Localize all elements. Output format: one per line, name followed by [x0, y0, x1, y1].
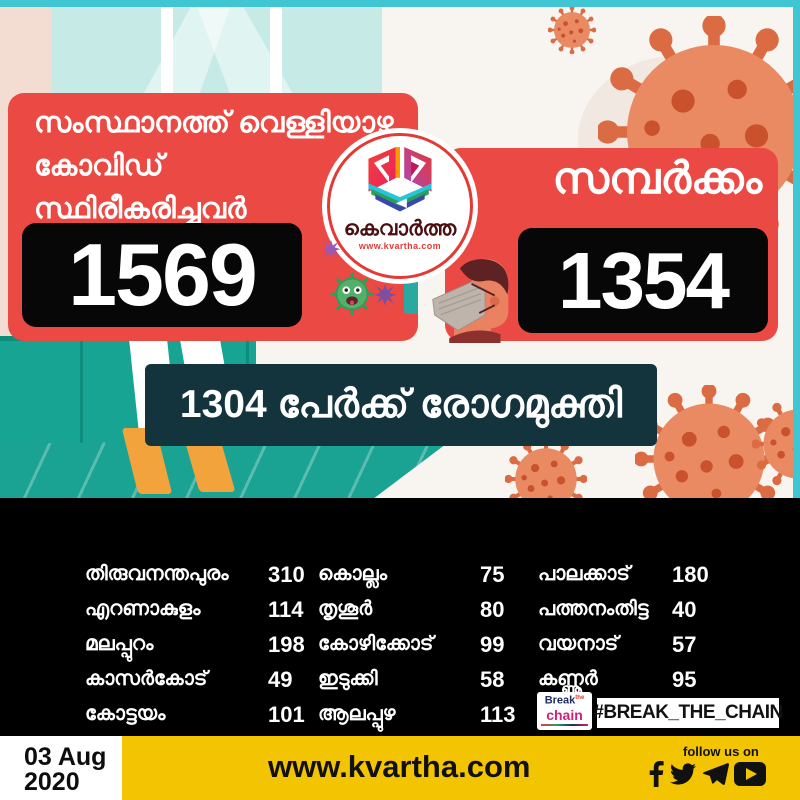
- district-row: മലപ്പുറം 198: [85, 627, 337, 662]
- district-name: മലപ്പുറം: [85, 633, 154, 655]
- frame-top: [0, 0, 800, 7]
- badge-word-the: the: [575, 695, 585, 701]
- badge-word-chain: chain: [546, 706, 583, 723]
- frame-right: [793, 0, 800, 498]
- badge-word-break: Break: [544, 694, 576, 707]
- district-value: 198: [268, 631, 305, 657]
- cartoon-virus-green-icon: [330, 272, 374, 316]
- district-value: 80: [480, 596, 505, 622]
- district-row: കൊല്ലം 75: [318, 557, 549, 592]
- district-name: തിരുവനന്തപുരം: [85, 563, 229, 585]
- district-row: കണ്ണൂർ 95: [538, 662, 741, 697]
- district-value: 40: [672, 596, 697, 622]
- district-row: കാസർകോട് 49: [85, 662, 337, 697]
- recovered-banner: 1304 പേർക്ക് രോഗമുക്തി: [145, 364, 657, 446]
- district-column-3: പാലക്കാട് 180 പത്തനംതിട്ട 40 വയനാട് 57 കണ്ണ…: [538, 557, 741, 697]
- date-box: 03 Aug 2020: [0, 736, 122, 800]
- district-name: പത്തനംതിട്ട: [538, 598, 649, 620]
- footer-bar: 03 Aug 2020 www.kvartha.com follow us on: [0, 736, 800, 800]
- contact-panel: സമ്പർക്കം 1354: [432, 148, 778, 343]
- district-name: കാസർകോട്: [85, 668, 208, 690]
- district-row: വയനാട് 57: [538, 627, 741, 662]
- badge-color-bar: [541, 723, 588, 726]
- district-value: 49: [268, 666, 293, 692]
- headline-line1: സംസ്ഥാനത്ത് വെള്ളിയാഴ്ച: [34, 107, 394, 139]
- district-name: പാലക്കാട്: [538, 563, 630, 585]
- headline-line3: സ്ഥിരീകരിച്ചവർ: [34, 193, 247, 225]
- contact-count: 1354: [518, 228, 768, 333]
- telegram-icon[interactable]: [702, 761, 730, 787]
- district-value: 95: [672, 666, 697, 692]
- district-name: കോഴിക്കോട്: [318, 633, 434, 655]
- pole-illustration: [404, 268, 418, 314]
- district-value: 310: [268, 561, 305, 587]
- district-value: 58: [480, 666, 505, 692]
- confirmed-headline: സംസ്ഥാനത്ത് വെള്ളിയാഴ്ച കോവിഡ് സ്ഥിരീകരി…: [8, 93, 418, 231]
- district-column-2: കൊല്ലം 75 തൃശൂർ 80 കോഴിക്കോട് 99 ഇടുക്കി 58 …: [318, 557, 549, 732]
- district-name: ഇടുക്കി: [318, 668, 378, 690]
- district-row: എറണാകുളം 114: [85, 592, 337, 627]
- district-name: വയനാട്: [538, 633, 619, 655]
- masked-man-icon: [432, 258, 509, 343]
- coronavirus-icon: [548, 6, 596, 54]
- district-name: ആലപ്പുഴ: [318, 703, 396, 725]
- district-name: തൃശൂർ: [318, 598, 373, 620]
- district-row: കോട്ടയം 101: [85, 697, 337, 732]
- district-name: എറണാകുളം: [85, 598, 201, 620]
- headline-line2: കോവിഡ്: [34, 150, 164, 182]
- district-row: തിരുവനന്തപുരം 310: [85, 557, 337, 592]
- district-value: 75: [480, 561, 505, 587]
- district-stats-panel: തിരുവനന്തപുരം 310 എറണാകുളം 114 മലപ്പുറം 198…: [0, 498, 800, 736]
- date-line1: 03 Aug: [24, 743, 107, 771]
- logo-site: www.kvartha.com: [358, 241, 442, 251]
- district-row: ഇടുക്കി 58: [318, 662, 549, 697]
- break-the-chain-hashtag: #BREAK_THE_CHAIN: [593, 698, 783, 728]
- district-row: പാലക്കാട് 180: [538, 557, 741, 592]
- kvartha-cube-icon: [368, 147, 432, 212]
- cartoon-virus-purple-icon: [321, 240, 341, 259]
- social-icons: [648, 761, 766, 787]
- district-value: 113: [480, 701, 516, 727]
- cartoon-virus-purple-icon: [374, 284, 396, 306]
- district-value: 101: [268, 701, 305, 727]
- district-row: കോഴിക്കോട് 99: [318, 627, 549, 662]
- district-name: കണ്ണൂർ: [538, 668, 598, 690]
- district-row: പത്തനംതിട്ട 40: [538, 592, 741, 627]
- website-link[interactable]: www.kvartha.com: [268, 749, 531, 784]
- date-line2: 2020: [24, 768, 80, 796]
- follow-us-label: follow us on: [683, 744, 759, 759]
- district-value: 99: [480, 631, 505, 657]
- twitter-icon[interactable]: [668, 761, 698, 787]
- district-row: തൃശൂർ 80: [318, 592, 549, 627]
- confirmed-count: 1569: [22, 223, 302, 327]
- district-value: 114: [268, 596, 304, 622]
- contact-label: സമ്പർക്കം: [552, 154, 762, 203]
- district-value: 180: [672, 561, 709, 587]
- district-row: ആലപ്പുഴ 113: [318, 697, 549, 732]
- logo-name: കെവാർത്ത: [343, 217, 457, 240]
- district-name: കോട്ടയം: [85, 703, 166, 725]
- facebook-icon[interactable]: [648, 761, 664, 787]
- break-the-chain-badge: Breakthe chain: [537, 692, 592, 730]
- district-value: 57: [672, 631, 697, 657]
- kvartha-logo: കെവാർത്ത www.kvartha.com: [327, 133, 473, 279]
- district-column-1: തിരുവനന്തപുരം 310 എറണാകുളം 114 മലപ്പുറം 198…: [85, 557, 337, 732]
- district-name: കൊല്ലം: [318, 563, 387, 585]
- youtube-icon[interactable]: [734, 762, 766, 786]
